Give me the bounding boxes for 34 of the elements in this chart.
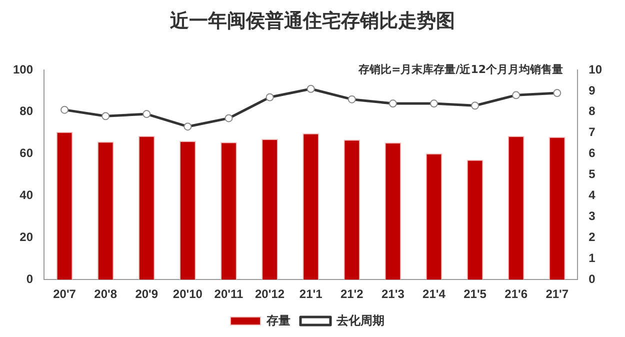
x-tick-label: 20'10	[172, 287, 203, 302]
legend-label: 去化周期	[336, 313, 384, 328]
y2-tick-label: 10	[588, 62, 602, 76]
annotation: 存销比=月末库存量/近12个月月均销售量	[358, 62, 563, 77]
y2-tick-label: 9	[588, 83, 596, 98]
y-tick-label: 60	[20, 146, 34, 160]
legend-label: 存量	[266, 313, 290, 328]
x-tick-label: 21'5	[464, 287, 487, 302]
y2-tick-label: 2	[588, 230, 596, 244]
y2-tick-label: 8	[588, 104, 596, 118]
y2-tick-label: 3	[588, 209, 596, 224]
x-tick-label: 21'6	[504, 287, 528, 302]
y2-tick-label: 0	[588, 272, 596, 286]
x-tick-label: 20'11	[214, 287, 244, 302]
y2-tick-label: 5	[588, 167, 596, 182]
y2-tick-label: 7	[588, 125, 596, 140]
x-tick-label: 21'3	[381, 287, 405, 302]
y2-tick-label: 4	[588, 188, 596, 202]
x-tick-label: 21'1	[299, 287, 323, 302]
x-tick-label: 20'9	[135, 287, 158, 302]
y2-tick-label: 6	[588, 146, 596, 160]
x-tick-label: 21'7	[546, 287, 569, 302]
y-tick-label: 40	[20, 188, 34, 202]
x-tick-label: 20'12	[255, 287, 285, 302]
y-tick-label: 80	[20, 104, 34, 118]
x-tick-label: 20'7	[53, 287, 76, 302]
y-tick-label: 0	[26, 272, 34, 286]
y2-tick-label: 1	[588, 250, 596, 265]
chart-title: 近一年闽侯普通住宅存销比走势图	[169, 9, 456, 34]
y-tick-label: 20	[20, 230, 34, 244]
x-tick-label: 20'8	[94, 287, 118, 302]
x-tick-label: 21'4	[422, 287, 446, 302]
x-tick-label: 21'2	[340, 287, 364, 302]
y-tick-label: 100	[12, 62, 34, 76]
